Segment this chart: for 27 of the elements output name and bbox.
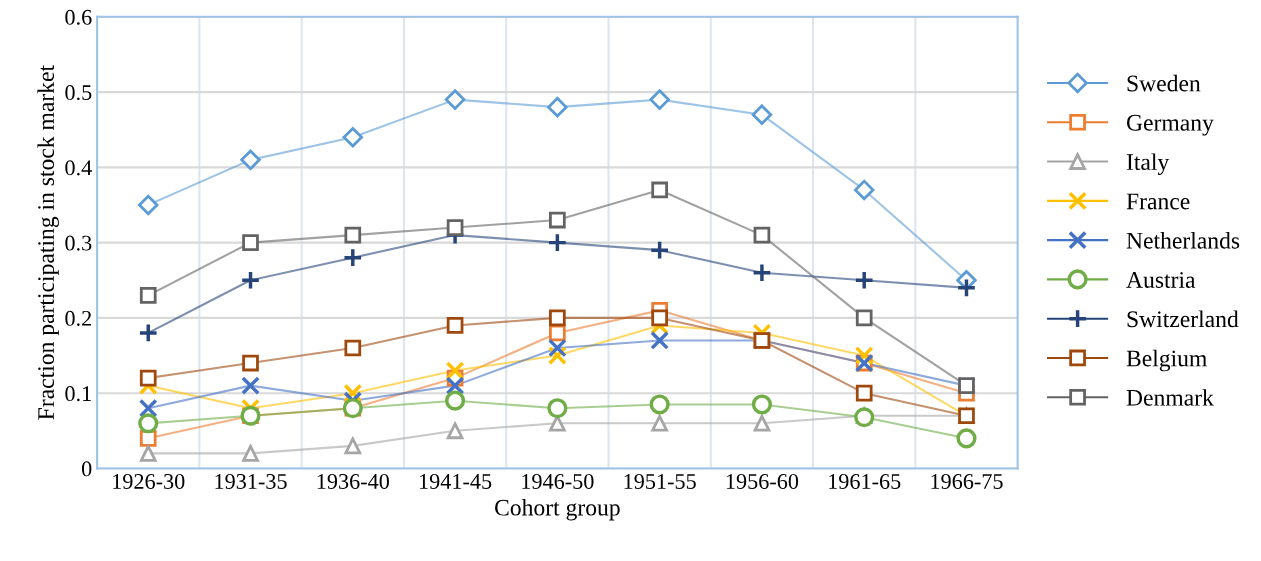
- legend-label: Denmark: [1126, 389, 1214, 406]
- x-tick-label: 1926-30: [113, 473, 185, 489]
- y-tick-label: 0.1: [65, 386, 91, 402]
- y-tick-label: 0.6: [65, 9, 92, 25]
- x-tick-label: 1966-75: [931, 474, 1003, 489]
- y-tick-label: 0.4: [65, 160, 92, 176]
- x-tick-label: 1936-40: [317, 473, 389, 489]
- x-tick-label: 1941-45: [420, 474, 492, 489]
- legend-label: France: [1126, 193, 1190, 210]
- x-tick-label: 1951-55: [624, 474, 696, 489]
- y-axis-title: Fraction participating in stock market: [37, 65, 59, 420]
- legend-label: Germany: [1126, 114, 1214, 136]
- legend-label: Switzerland: [1127, 310, 1239, 328]
- legend-label: Italy: [1126, 153, 1170, 175]
- y-tick-label: 0.5: [65, 85, 92, 101]
- x-tick-label: 1956-60: [726, 473, 799, 489]
- legend-label: Sweden: [1127, 74, 1201, 92]
- legend-label: Netherlands: [1126, 232, 1240, 249]
- y-tick-label: 0.3: [65, 235, 92, 251]
- y-tick-label: 0: [81, 461, 92, 477]
- x-tick-label: 1931-35: [215, 474, 287, 489]
- legend-label: Austria: [1126, 272, 1196, 288]
- x-axis-title: Cohort group: [495, 499, 620, 521]
- legend-label: Belgium: [1126, 349, 1207, 372]
- y-tick-label: 0.2: [65, 310, 92, 326]
- x-tick-label: 1946-50: [522, 473, 594, 489]
- x-tick-label: 1961-65: [829, 474, 901, 489]
